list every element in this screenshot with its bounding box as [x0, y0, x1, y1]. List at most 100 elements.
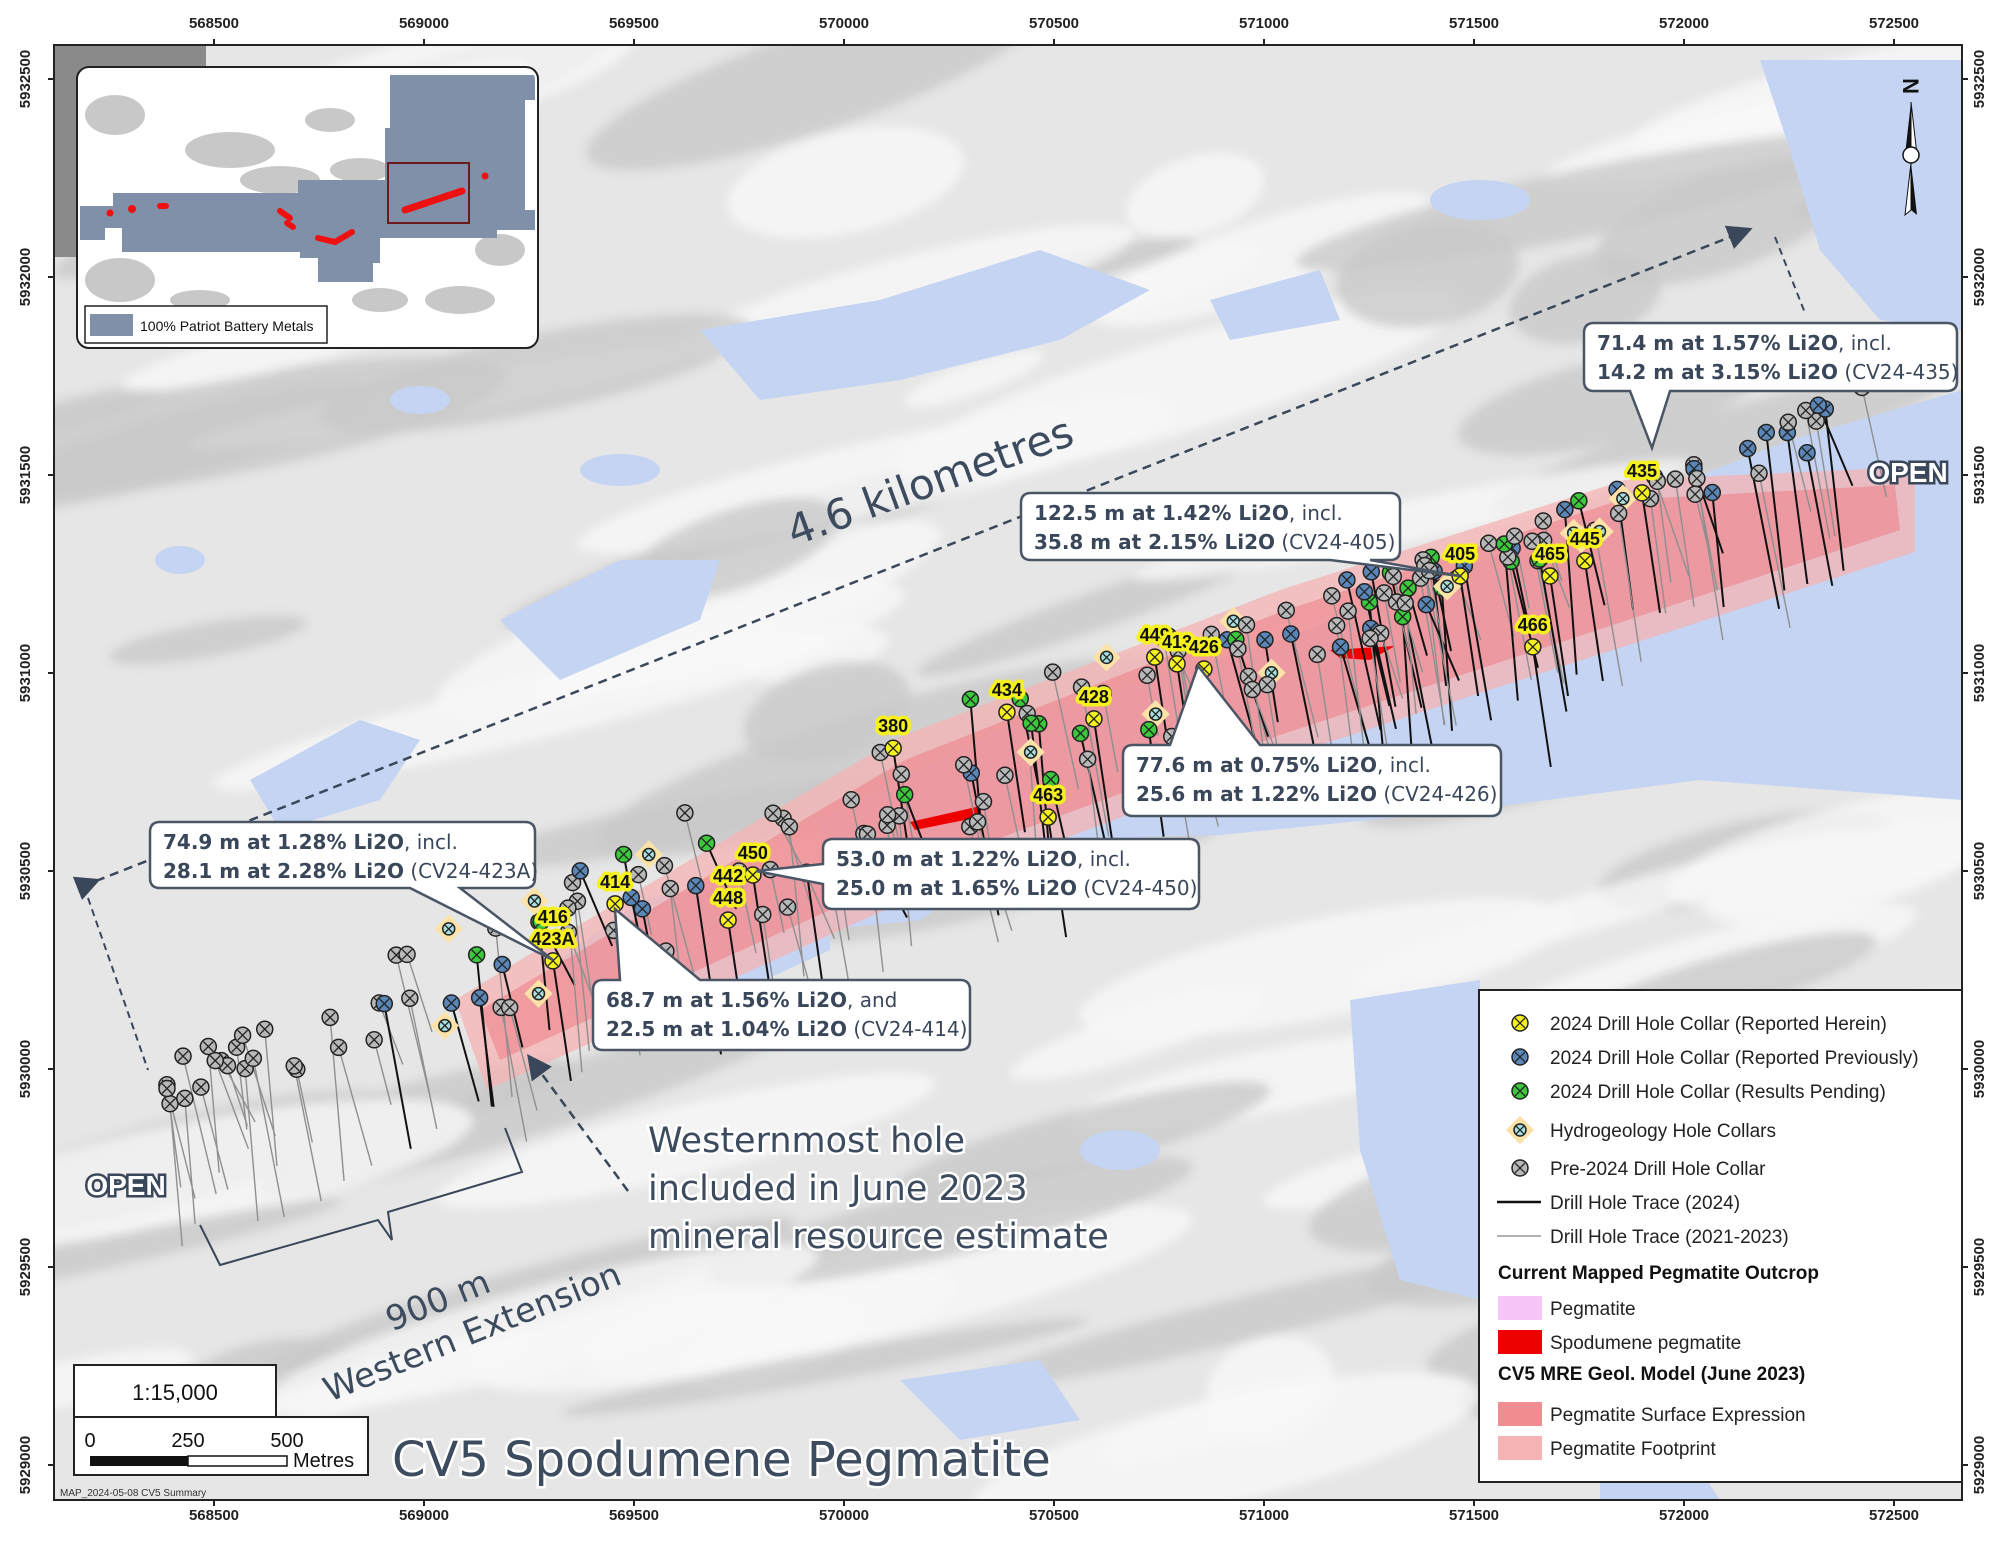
pre-2024-collar[interactable] [968, 813, 987, 831]
pre-2024-collar[interactable] [559, 899, 577, 917]
hydrogeology-collar[interactable] [430, 1011, 460, 1040]
pre-2024-collar[interactable] [401, 989, 419, 1008]
pre-2024-collar[interactable] [764, 804, 782, 823]
collar-2024-reported-previously[interactable] [375, 994, 394, 1013]
collar-2024-reported-previously[interactable] [1809, 396, 1828, 415]
collar-2024-results-pending[interactable] [1140, 720, 1158, 739]
collar-2024-reported-previously[interactable] [571, 862, 589, 880]
pre-2024-collar[interactable] [1078, 750, 1097, 768]
pre-2024-collar[interactable] [398, 945, 416, 964]
pre-2024-collar[interactable] [1277, 601, 1295, 620]
pre-2024-collar[interactable] [892, 765, 911, 784]
collar-2024-reported-previously[interactable] [493, 955, 511, 974]
pre-2024-collar[interactable] [1505, 527, 1524, 546]
legend-item: Drill Hole Trace (2024) [1497, 1193, 1740, 1214]
pre-2024-collar[interactable] [1258, 675, 1276, 694]
pre-2024-collar[interactable] [996, 766, 1014, 785]
pre-2024-collar[interactable] [629, 865, 648, 884]
collar-2024-results-pending[interactable] [614, 845, 633, 864]
pre-2024-collar[interactable] [661, 879, 680, 898]
pre-2024-collar[interactable] [1479, 534, 1498, 553]
pre-2024-collar[interactable] [1686, 485, 1704, 503]
pre-2024-collar[interactable] [1779, 413, 1797, 432]
collar-2024-reported-previously[interactable] [687, 876, 705, 895]
collar-2024-reported-previously[interactable] [1757, 423, 1776, 442]
pre-2024-collar[interactable] [206, 1051, 224, 1070]
pre-2024-collar[interactable] [1308, 645, 1326, 664]
svg-text:N: N [1898, 78, 1923, 94]
pre-2024-collar[interactable] [158, 1079, 176, 1098]
pre-2024-collar[interactable] [778, 898, 797, 916]
pre-2024-collar[interactable] [1229, 640, 1247, 658]
pre-2024-collar[interactable] [559, 923, 578, 942]
pre-2024-collar[interactable] [174, 1047, 192, 1065]
pre-2024-collar[interactable] [1339, 602, 1357, 620]
collar-2024-results-pending[interactable] [532, 912, 550, 931]
collar-2024-reported-previously[interactable] [1256, 631, 1274, 649]
hydrogeology-collar[interactable] [434, 914, 463, 944]
pre-2024-collar[interactable] [285, 1057, 303, 1075]
collar-2024-results-pending[interactable] [467, 946, 486, 964]
pre-2024-collar[interactable] [1043, 663, 1062, 681]
pre-2024-collar[interactable] [954, 756, 973, 774]
pre-2024-collar[interactable] [1609, 504, 1628, 523]
pre-2024-collar[interactable] [753, 905, 772, 924]
pre-2024-collar[interactable] [1138, 666, 1156, 685]
pre-2024-collar[interactable] [974, 792, 993, 811]
easting-label: 572500 [1869, 15, 1919, 32]
pre-2024-collar[interactable] [256, 1020, 274, 1038]
pre-2024-collar[interactable] [365, 1031, 383, 1049]
pre-2024-collar[interactable] [1327, 616, 1346, 635]
pre-2024-collar[interactable] [233, 1026, 252, 1044]
pre-2024-collar[interactable] [1384, 567, 1403, 586]
pre-2024-collar[interactable] [244, 1049, 263, 1068]
pre-2024-collar[interactable] [161, 1094, 179, 1113]
collar-2024-reported-previously[interactable] [1798, 444, 1816, 462]
collar-2024-reported-previously[interactable] [633, 900, 652, 918]
collar-2024-reported-previously[interactable] [442, 994, 461, 1012]
pre-2024-collar[interactable] [1396, 594, 1414, 612]
collar-2024-reported-previously[interactable] [1738, 439, 1757, 458]
collar-2024-reported-previously[interactable] [1282, 625, 1300, 643]
pre-2024-collar[interactable] [1688, 469, 1706, 488]
pre-2024-collar[interactable] [176, 1089, 194, 1108]
pre-2024-collar[interactable] [1375, 584, 1393, 602]
collar-2024-reported-previously[interactable] [1556, 500, 1574, 519]
pre-2024-collar[interactable] [676, 804, 694, 822]
pre-2024-collar[interactable] [1666, 470, 1685, 488]
pre-2024-collar[interactable] [655, 856, 674, 875]
collar-2024-reported-previously[interactable] [1338, 571, 1356, 589]
pre-2024-collar[interactable] [500, 998, 519, 1017]
collar-2024-reported-previously[interactable] [1331, 638, 1350, 656]
legend-label: Pegmatite Footprint [1550, 1439, 1717, 1460]
collar-2024-results-pending[interactable] [1022, 714, 1040, 733]
hydrogeology-collar[interactable] [524, 979, 553, 1008]
collar-2024-results-pending[interactable] [895, 785, 914, 804]
callout-line: 122.5 m at 1.42% Li2O, incl. [1034, 501, 1343, 525]
pre-2024-collar[interactable] [199, 1037, 218, 1056]
pre-2024-collar[interactable] [192, 1078, 210, 1096]
pre-2024-collar[interactable] [1361, 629, 1379, 648]
pre-2024-collar[interactable] [780, 818, 799, 836]
pre-2024-collar[interactable] [329, 1038, 348, 1057]
collar-2024-results-pending[interactable] [697, 834, 716, 852]
pre-2024-collar[interactable] [878, 806, 897, 824]
pre-2024-collar[interactable] [1750, 464, 1768, 483]
hole-label: 448 [713, 888, 743, 908]
pre-2024-collar[interactable] [842, 790, 860, 809]
hole-label: 413 [1162, 632, 1192, 652]
pre-2024-collar[interactable] [1237, 616, 1256, 634]
pre-2024-collar[interactable] [1243, 680, 1262, 699]
pre-2024-collar[interactable] [1534, 512, 1552, 530]
collar-2024-reported-previously[interactable] [470, 989, 489, 1007]
collar-2024-reported-previously[interactable] [1703, 483, 1722, 502]
collar-2024-results-pending[interactable] [961, 690, 980, 709]
easting-label: 569000 [399, 15, 449, 32]
pre-2024-collar[interactable] [321, 1008, 339, 1027]
collar-2024-results-pending[interactable] [1071, 724, 1090, 743]
collar-2024-results-pending[interactable] [1570, 492, 1588, 510]
collar-2024-reported-previously[interactable] [1417, 595, 1436, 614]
collar-2024-reported-previously[interactable] [1355, 583, 1374, 601]
pre-2024-collar[interactable] [1323, 587, 1341, 605]
